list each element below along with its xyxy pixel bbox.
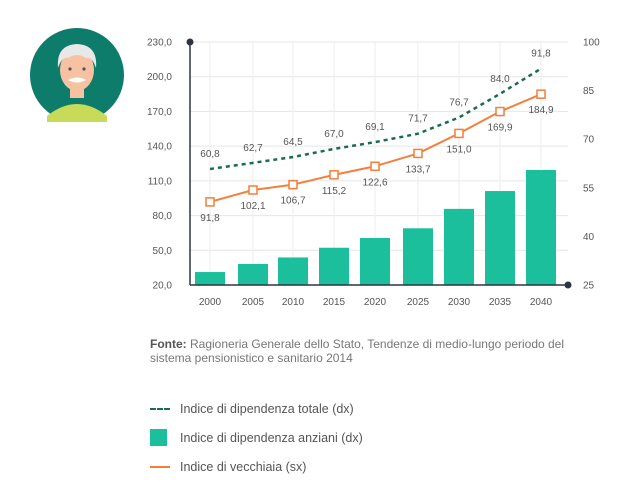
data-point-old-age-index: [454, 128, 464, 139]
y-right-tick-label: 55: [583, 183, 595, 194]
legend-label: Indice di vecchiaia (sx): [180, 459, 307, 474]
y-right-tick-label: 40: [583, 232, 595, 243]
x-tick-label: 2020: [364, 297, 387, 308]
data-label-total-dependency: 64,5: [283, 137, 303, 148]
data-label-total-dependency: 60,8: [200, 149, 220, 160]
elderly-man-avatar-icon: [30, 28, 124, 122]
legend-swatch-bar: [150, 429, 170, 446]
legend-item-elderly-dependency: Indice di dipendenza anziani (dx): [150, 429, 363, 446]
bar: [485, 191, 515, 285]
bar: [278, 257, 308, 285]
data-label-total-dependency: 91,8: [531, 49, 551, 60]
y-left-tick-label: 140,0: [147, 142, 172, 153]
data-label-old-age-index: 133,7: [405, 164, 430, 175]
data-point-old-age-index: [248, 185, 258, 195]
x-tick-label: 2030: [448, 297, 471, 308]
data-label-old-age-index: 106,7: [280, 196, 305, 207]
x-tick-label: 2010: [282, 297, 305, 308]
data-label-total-dependency: 67,0: [324, 129, 344, 140]
legend-swatch-line: [150, 465, 170, 468]
data-label-old-age-index: 184,9: [528, 105, 553, 116]
y-left-tick-label: 230,0: [147, 38, 172, 49]
x-tick-label: 2025: [407, 297, 430, 308]
legend-label: Indice di dipendenza totale (dx): [180, 401, 354, 416]
legend-label: Indice di dipendenza anziani (dx): [180, 430, 363, 445]
bar: [444, 208, 474, 285]
data-label-total-dependency: 69,1: [365, 122, 385, 133]
data-label-old-age-index: 122,6: [362, 177, 387, 188]
x-axis-endpoint: [564, 281, 572, 289]
data-label-old-age-index: 102,1: [240, 201, 265, 212]
y-left-tick-label: 110,0: [148, 176, 173, 187]
data-label-total-dependency: 76,7: [449, 97, 469, 108]
data-point-old-age-index: [536, 89, 546, 99]
x-tick-label: 2000: [199, 297, 222, 308]
data-label-total-dependency: 62,7: [243, 143, 263, 154]
legend-item-old-age-index: Indice di vecchiaia (sx): [150, 458, 363, 475]
data-point-old-age-index: [205, 197, 215, 207]
x-tick-label: 2040: [530, 297, 553, 308]
y-left-tick-label: 80,0: [153, 211, 173, 222]
y-right-tick-label: 70: [583, 135, 595, 146]
bar: [195, 272, 225, 285]
y-left-tick-label: 170,0: [147, 107, 172, 118]
data-point-old-age-index: [370, 161, 380, 172]
y-left-tick-label: 50,0: [153, 246, 173, 257]
source-prefix: Fonte:: [150, 337, 187, 351]
data-point-old-age-index: [329, 170, 339, 180]
data-point-old-age-index: [413, 148, 423, 159]
y-left-tick-label: 20,0: [153, 281, 173, 292]
bar: [238, 263, 268, 285]
x-tick-label: 2035: [489, 297, 512, 308]
y-right-tick-label: 25: [583, 281, 595, 292]
bar: [319, 247, 349, 285]
series-line-total-dependency: [209, 67, 542, 171]
data-label-old-age-index: 115,2: [322, 186, 347, 197]
bar: [403, 228, 433, 285]
source-note: Fonte: Ragioneria Generale dello Stato, …: [150, 337, 570, 365]
y-axis-endpoint: [186, 38, 194, 46]
bar: [360, 238, 390, 285]
legend-item-total-dependency: Indice di dipendenza totale (dx): [150, 400, 363, 417]
legend-swatch-dashed: [150, 407, 170, 410]
x-tick-label: 2015: [323, 297, 346, 308]
y-left-tick-label: 200,0: [147, 72, 172, 83]
data-label-total-dependency: 84,0: [490, 74, 510, 85]
x-tick-label: 2005: [242, 297, 265, 308]
legend: Indice di dipendenza totale (dx) Indice …: [150, 400, 363, 487]
y-right-tick-label: 100: [583, 38, 600, 49]
data-point-old-age-index: [495, 106, 505, 117]
bar: [526, 169, 556, 285]
data-label-total-dependency: 71,7: [408, 114, 428, 125]
data-label-old-age-index: 151,0: [446, 144, 471, 155]
source-text: Ragioneria Generale dello Stato, Tendenz…: [150, 337, 565, 365]
y-right-tick-label: 85: [583, 86, 595, 97]
data-label-old-age-index: 169,9: [487, 123, 512, 134]
data-label-old-age-index: 91,8: [200, 213, 220, 224]
data-point-old-age-index: [288, 179, 298, 190]
